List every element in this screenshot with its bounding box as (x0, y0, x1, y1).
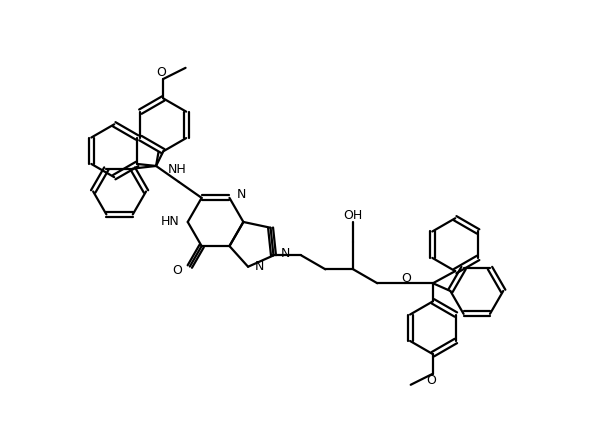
Text: O: O (426, 374, 436, 387)
Text: N: N (280, 247, 290, 260)
Text: O: O (172, 264, 182, 277)
Text: HN: HN (161, 215, 180, 228)
Text: NH: NH (167, 163, 186, 176)
Text: O: O (401, 272, 411, 285)
Text: OH: OH (344, 209, 363, 222)
Text: O: O (157, 66, 166, 79)
Text: N: N (255, 260, 265, 273)
Text: N: N (236, 188, 246, 201)
